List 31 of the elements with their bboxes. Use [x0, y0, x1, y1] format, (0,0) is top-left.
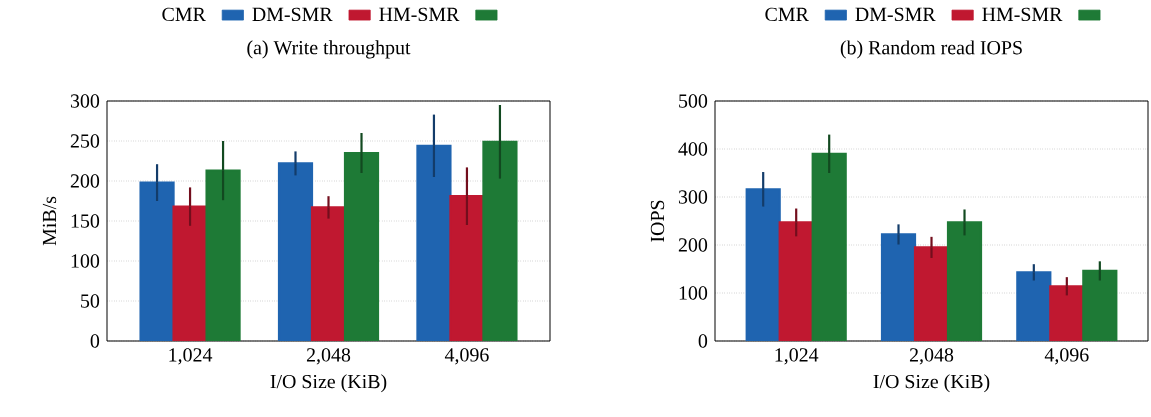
y-tick-label: 300 [678, 190, 708, 204]
y-tick-label: 500 [679, 94, 708, 108]
y-tick-label: 200 [70, 174, 100, 188]
y-axis-title: IOPS [650, 200, 665, 242]
y-axis-title: MiB/s [42, 196, 57, 246]
legend-label: HM-SMR [379, 7, 460, 22]
y-tick-label: 150 [71, 214, 100, 228]
x-axis-title: I/O Size (KiB) [873, 374, 990, 393]
y-tick-label: 0 [90, 334, 100, 348]
legend-label: DM-SMR [252, 7, 333, 22]
x-tick-label: 4,096 [444, 348, 489, 365]
legend-label: CMR [162, 7, 206, 22]
y-tick-label: 100 [679, 286, 708, 300]
y-tick-label: 50 [81, 294, 100, 308]
legend-label: DM-SMR [855, 7, 936, 22]
legend-label: HM-SMR [982, 7, 1063, 22]
y-tick-label: 100 [71, 254, 100, 268]
chart-title: (b) Random read IOPS [840, 40, 1022, 59]
x-tick-label: 2,048 [306, 348, 351, 365]
x-tick-label: 1,024 [775, 348, 819, 365]
x-tick-label: 1,024 [169, 348, 213, 365]
y-tick-label: 0 [698, 334, 708, 348]
x-axis-title: I/O Size (KiB) [270, 374, 387, 393]
y-tick-label: 200 [678, 238, 708, 252]
y-tick-label: 400 [678, 142, 708, 156]
y-tick-label: 250 [70, 134, 100, 148]
y-tick-label: 300 [70, 94, 100, 108]
x-tick-label: 2,048 [909, 348, 954, 365]
chart-title: (a) Write throughput [247, 40, 411, 59]
x-tick-label: 4,096 [1044, 348, 1089, 365]
legend-label: CMR [765, 7, 809, 22]
